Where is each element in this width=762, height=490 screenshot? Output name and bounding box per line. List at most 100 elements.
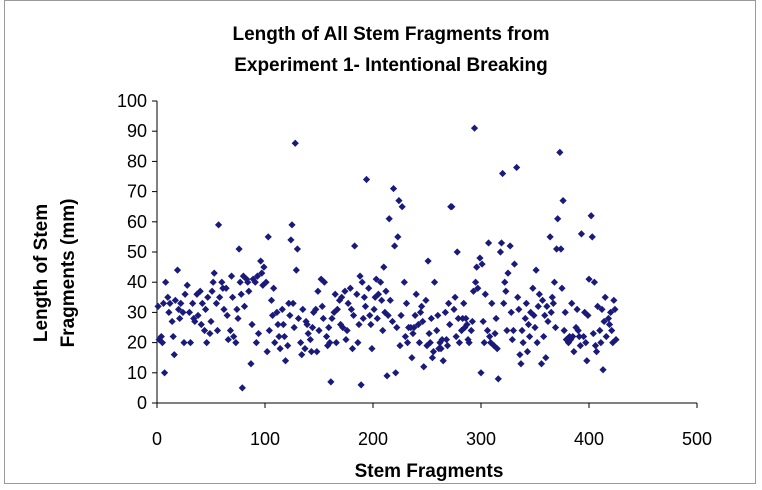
data-point bbox=[445, 299, 453, 307]
data-point bbox=[430, 278, 439, 286]
axes: 0 10 20 30 40 50 60 70 80 90 100 0 100 200 300 400 500 bbox=[117, 91, 712, 449]
data-point bbox=[325, 323, 333, 332]
data-point bbox=[533, 339, 541, 347]
data-point bbox=[166, 299, 174, 307]
data-point bbox=[513, 163, 521, 172]
y-tick-label: 20 bbox=[127, 333, 147, 353]
data-point bbox=[293, 245, 301, 253]
data-point bbox=[601, 293, 609, 301]
data-point bbox=[248, 320, 256, 329]
data-point bbox=[478, 260, 486, 268]
data-point bbox=[169, 332, 177, 341]
data-point bbox=[379, 326, 387, 335]
data-point bbox=[302, 317, 310, 326]
data-point bbox=[186, 339, 195, 347]
data-point bbox=[402, 299, 411, 307]
data-point bbox=[415, 339, 424, 347]
data-point bbox=[157, 332, 165, 341]
data-point bbox=[183, 281, 191, 289]
data-point bbox=[589, 329, 597, 338]
data-point bbox=[216, 293, 224, 301]
data-point bbox=[609, 339, 617, 347]
data-point bbox=[596, 326, 604, 335]
data-point bbox=[597, 339, 605, 347]
data-point bbox=[262, 278, 270, 286]
data-point bbox=[290, 323, 298, 332]
data-point bbox=[454, 314, 462, 323]
data-point bbox=[314, 287, 322, 295]
data-point bbox=[230, 332, 238, 341]
data-point bbox=[500, 299, 508, 307]
data-point bbox=[232, 339, 240, 347]
data-point bbox=[569, 332, 577, 341]
data-point bbox=[493, 345, 501, 353]
data-point bbox=[524, 320, 533, 329]
data-point bbox=[610, 296, 618, 304]
data-point bbox=[401, 332, 409, 341]
data-point bbox=[173, 266, 182, 274]
data-point bbox=[306, 335, 314, 344]
data-point bbox=[360, 293, 368, 301]
data-point bbox=[176, 314, 184, 323]
data-point bbox=[582, 339, 590, 347]
data-point bbox=[587, 212, 595, 220]
data-point bbox=[580, 332, 588, 341]
data-point bbox=[529, 284, 537, 292]
data-point bbox=[372, 275, 380, 283]
data-point bbox=[590, 278, 598, 286]
data-point bbox=[159, 299, 168, 307]
data-point bbox=[523, 348, 532, 356]
data-point bbox=[338, 293, 346, 301]
data-point bbox=[343, 326, 351, 335]
data-point bbox=[281, 357, 290, 365]
data-point bbox=[492, 314, 500, 323]
data-point bbox=[551, 323, 560, 332]
data-point bbox=[279, 320, 287, 329]
data-point bbox=[591, 342, 600, 350]
data-point bbox=[470, 124, 479, 132]
data-point bbox=[473, 263, 481, 271]
data-point bbox=[276, 345, 284, 353]
data-point bbox=[207, 317, 215, 326]
data-point bbox=[175, 305, 183, 313]
data-point bbox=[342, 335, 350, 344]
data-point bbox=[226, 326, 235, 335]
data-point bbox=[361, 302, 370, 310]
data-point bbox=[522, 299, 530, 307]
data-point bbox=[259, 281, 267, 289]
data-point bbox=[213, 326, 222, 335]
data-point bbox=[391, 242, 399, 250]
data-point bbox=[441, 308, 449, 316]
data-point bbox=[481, 290, 489, 298]
data-point bbox=[542, 354, 550, 362]
data-point bbox=[448, 203, 456, 211]
data-point bbox=[544, 317, 552, 326]
data-point bbox=[357, 381, 365, 389]
x-tick-label: 400 bbox=[574, 429, 604, 449]
data-point bbox=[239, 272, 247, 280]
chart-frame: Length of All Stem Fragments from Experi… bbox=[4, 0, 756, 484]
data-point bbox=[362, 175, 371, 184]
data-point bbox=[244, 278, 252, 286]
data-point bbox=[297, 339, 305, 347]
data-point bbox=[479, 317, 487, 326]
data-point bbox=[397, 311, 405, 320]
data-point bbox=[412, 290, 420, 298]
data-point bbox=[508, 335, 516, 344]
data-point bbox=[154, 302, 162, 310]
data-point bbox=[348, 345, 357, 353]
data-point bbox=[535, 290, 543, 298]
data-point bbox=[274, 320, 282, 329]
data-point bbox=[419, 317, 427, 326]
data-point bbox=[310, 308, 318, 316]
data-point bbox=[258, 269, 266, 277]
data-point bbox=[292, 266, 300, 274]
data-point bbox=[588, 233, 596, 241]
data-point bbox=[418, 302, 426, 310]
y-tick-label: 40 bbox=[127, 272, 147, 292]
data-point bbox=[288, 221, 296, 229]
data-point bbox=[204, 293, 212, 301]
data-point bbox=[371, 293, 379, 301]
data-point bbox=[347, 305, 355, 313]
data-point bbox=[332, 339, 340, 347]
